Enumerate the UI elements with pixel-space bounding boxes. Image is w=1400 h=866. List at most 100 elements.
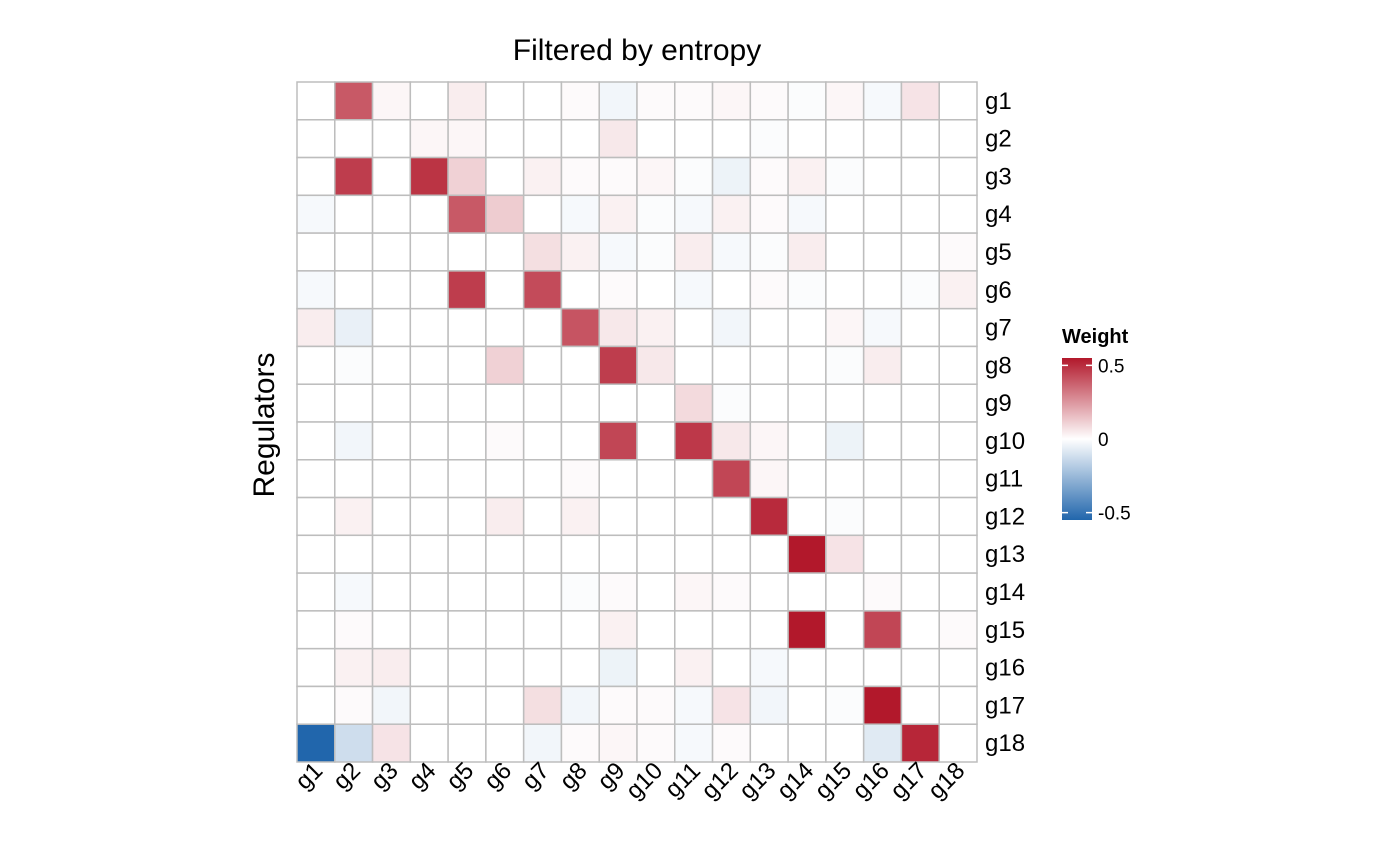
heatmap-cell-g6-g13	[749, 270, 789, 310]
heatmap-cell-g9-g8	[560, 383, 600, 423]
heatmap-cell-g12-g9	[598, 496, 638, 537]
heatmap-cell-g1-g8	[560, 81, 600, 121]
y-tick-label: g18	[985, 730, 1025, 757]
heatmap-cell-g7-g2	[334, 307, 374, 348]
heatmap-cell-g10-g2	[334, 421, 374, 461]
heatmap-cell-g5-g10	[636, 232, 676, 272]
heatmap-cell-g1-g6	[485, 81, 525, 121]
y-tick-label: g5	[985, 239, 1012, 266]
heatmap-cell-g4-g17	[900, 194, 940, 234]
heatmap-cell-g7-g3	[371, 307, 412, 348]
y-tick-label: g7	[985, 315, 1012, 342]
heatmap-cell-g18-g8	[560, 723, 600, 763]
heatmap-cell-g2-g9	[598, 119, 638, 159]
heatmap-cell-g12-g12	[711, 496, 752, 537]
heatmap-cell-g12-g14	[787, 496, 827, 537]
heatmap-cell-g13-g3	[371, 534, 412, 574]
heatmap-cell-g5-g16	[862, 232, 903, 272]
heatmap-cell-g15-g6	[485, 610, 525, 650]
heatmap-cell-g6-g9	[598, 270, 638, 310]
heatmap-cell-g18-g9	[598, 723, 638, 763]
heatmap-cell-g1-g3	[371, 81, 412, 121]
heatmap-cell-g13-g18	[938, 534, 978, 574]
heatmap-cell-g13-g10	[636, 534, 676, 574]
heatmap-cell-g12-g13	[749, 496, 789, 537]
y-tick-label: g1	[985, 88, 1012, 115]
heatmap-cell-g12-g6	[485, 496, 525, 537]
heatmap-cell-g5-g5	[447, 232, 487, 272]
heatmap-cell-g7-g15	[825, 307, 865, 348]
heatmap-cell-g17-g18	[938, 685, 978, 725]
y-tick-label: g15	[985, 617, 1025, 644]
heatmap-cell-g18-g2	[334, 723, 374, 763]
heatmap-cell-g17-g2	[334, 685, 374, 725]
heatmap-cell-g13-g14	[787, 534, 827, 574]
heatmap-cell-g11-g5	[447, 459, 487, 499]
heatmap-cell-g6-g6	[485, 270, 525, 310]
heatmap-cell-g14-g13	[749, 572, 789, 612]
heatmap-cell-g3-g11	[674, 156, 714, 197]
legend-ticks: 0.5 0 -0.5	[1062, 356, 1131, 525]
heatmap-cell-g4-g12	[711, 194, 752, 234]
heatmap-cell-g10-g1	[296, 421, 336, 461]
heatmap-cell-g2-g8	[560, 119, 600, 159]
heatmap-cell-g8-g7	[522, 345, 563, 385]
heatmap-cell-g3-g8	[560, 156, 600, 197]
heatmap-cell-g3-g1	[296, 156, 336, 197]
heatmap-cell-g4-g14	[787, 194, 827, 234]
y-tick-label: g3	[985, 163, 1012, 190]
heatmap-cell-g3-g6	[485, 156, 525, 197]
heatmap-cell-g14-g11	[674, 572, 714, 612]
heatmap-cell-g2-g4	[409, 119, 449, 159]
heatmap-cell-g1-g12	[711, 81, 752, 121]
heatmap-cell-g14-g5	[447, 572, 487, 612]
legend-tick-label: 0	[1098, 430, 1109, 451]
x-tick-label: g6	[479, 757, 517, 795]
y-tick-labels: g1 g2 g3 g4 g5 g6 g7 g8 g9 g10 g11 g12 g13 g14 g15 g16 g…	[985, 88, 1025, 757]
legend-tick-label: 0.5	[1098, 356, 1124, 377]
heatmap-cell-g4-g15	[825, 194, 865, 234]
heatmap-cell-g13-g4	[409, 534, 449, 574]
y-tick-label: g4	[985, 201, 1012, 228]
heatmap-cell-g1-g10	[636, 81, 676, 121]
heatmap-cell-g11-g6	[485, 459, 525, 499]
y-tick-label: g2	[985, 126, 1012, 153]
heatmap-cell-g5-g12	[711, 232, 752, 272]
heatmap-cell-g6-g16	[862, 270, 903, 310]
heatmap-cell-g10-g17	[900, 421, 940, 461]
heatmap-cell-g16-g6	[485, 647, 525, 688]
heatmap-cell-g11-g13	[749, 459, 789, 499]
heatmap-cell-g16-g8	[560, 647, 600, 688]
heatmap-cell-g3-g17	[900, 156, 940, 197]
heatmap-cell-g2-g3	[371, 119, 412, 159]
heatmap-cell-g12-g5	[447, 496, 487, 537]
heatmap-cell-g7-g14	[787, 307, 827, 348]
heatmap-cell-g7-g6	[485, 307, 525, 348]
heatmap-cell-g1-g4	[409, 81, 449, 121]
heatmap-cell-g3-g10	[636, 156, 676, 197]
heatmap-cell-g15-g12	[711, 610, 752, 650]
heatmap-cell-g8-g9	[598, 345, 638, 385]
heatmap-cell-g3-g5	[447, 156, 487, 197]
heatmap-cell-g17-g7	[522, 685, 563, 725]
heatmap-cell-g7-g1	[296, 307, 336, 348]
heatmap-cell-g15-g17	[900, 610, 940, 650]
heatmap-cell-g1-g13	[749, 81, 789, 121]
heatmap-cell-g2-g13	[749, 119, 789, 159]
heatmap-cell-g13-g2	[334, 534, 374, 574]
heatmap-cell-g1-g9	[598, 81, 638, 121]
heatmap-cell-g1-g18	[938, 81, 978, 121]
heatmap-cell-g6-g18	[938, 270, 978, 310]
heatmap-cell-g9-g6	[485, 383, 525, 423]
heatmap-cell-g13-g15	[825, 534, 865, 574]
heatmap-cell-g17-g8	[560, 685, 600, 725]
heatmap-cell-g5-g9	[598, 232, 638, 272]
heatmap-cell-g15-g11	[674, 610, 714, 650]
heatmap-cell-g1-g5	[447, 81, 487, 121]
heatmap-cell-g3-g14	[787, 156, 827, 197]
heatmap-cell-g9-g13	[749, 383, 789, 423]
heatmap-cell-g16-g15	[825, 647, 865, 688]
heatmap-cell-g6-g1	[296, 270, 336, 310]
heatmap-cell-g4-g1	[296, 194, 336, 234]
heatmap-cell-g9-g1	[296, 383, 336, 423]
